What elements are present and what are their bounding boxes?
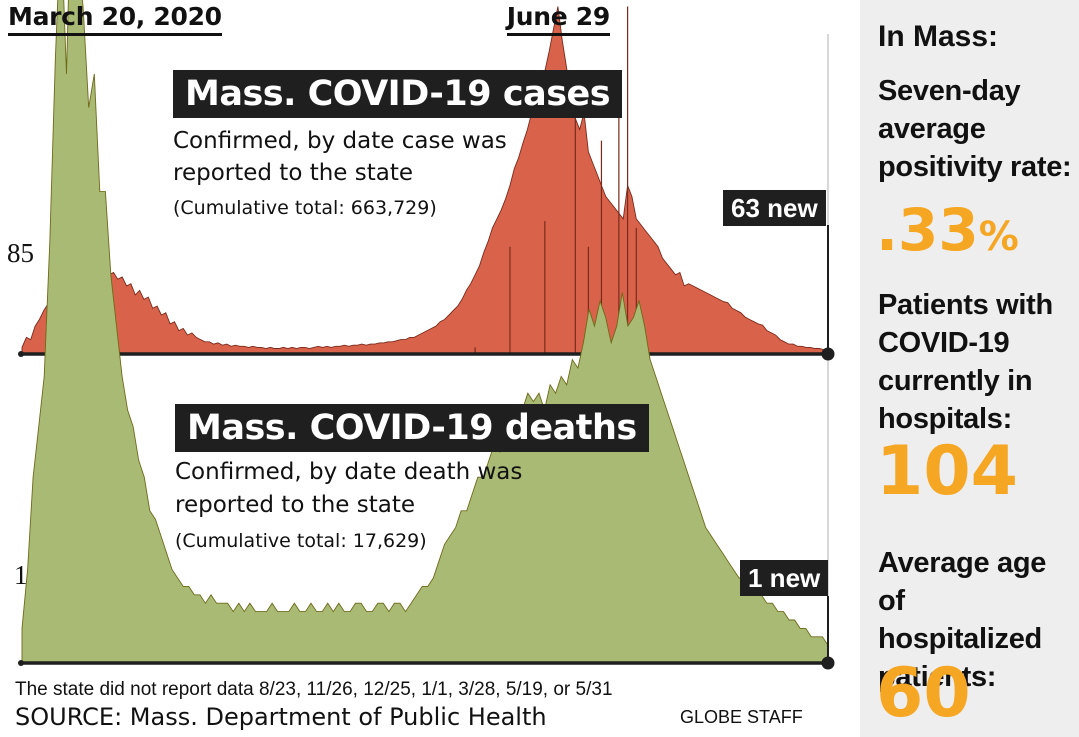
age-label-line3: patients: [878, 661, 997, 693]
chart-area: March 20, 2020 June 29 Mass. COVID-19 ca… [7, 0, 835, 731]
positivity-label-line3: positivity rate: [878, 151, 1072, 183]
deaths-cumulative: (Cumulative total: 17,629) [175, 530, 427, 552]
footnote: The state did not report data 8/23, 11/2… [15, 679, 613, 700]
deaths-area-series [21, 0, 829, 663]
positivity-value: .33% [876, 196, 1019, 264]
cases-chart-title: Mass. COVID-19 cases [173, 70, 623, 118]
positivity-label-line1: Seven-day [878, 75, 1021, 107]
stats-sidebar: In Mass: Seven-day average positivity ra… [860, 0, 1079, 737]
age-label-line2: hospitalized [878, 623, 1042, 655]
hospital-label-line3: currently in [878, 365, 1033, 397]
cases-latest-badge: 63 new [723, 190, 826, 226]
hospital-label-line1: Patients with [878, 289, 1053, 321]
hospital-label-line2: COVID-19 [878, 327, 1010, 359]
deaths-subtitle-line1: Confirmed, by date death was [175, 459, 523, 485]
cases-start-dot [18, 351, 24, 357]
hospital-value: 104 [876, 432, 1018, 511]
deaths-start-dot [18, 660, 24, 666]
age-value: 60 [876, 654, 971, 733]
deaths-chart-title: Mass. COVID-19 deaths [175, 404, 649, 452]
hospital-label-line4: hospitals: [878, 403, 1012, 435]
cases-cumulative: (Cumulative total: 663,729) [173, 197, 437, 219]
positivity-label: Seven-day average positivity rate: [878, 72, 1072, 186]
charts-svg [18, 0, 835, 670]
positivity-number: .33 [876, 196, 979, 264]
start-date-label: March 20, 2020 [8, 2, 222, 36]
hospital-label: Patients with COVID-19 currently in hosp… [878, 286, 1053, 438]
deaths-subtitle-line2: reported to the state [175, 492, 416, 518]
deaths-latest-badge: 1 new [740, 560, 829, 596]
credit: GLOBE STAFF [680, 707, 803, 727]
end-date-label: June 29 [506, 2, 610, 36]
age-label-line1: Average age of [878, 547, 1047, 617]
source-note: SOURCE: Mass. Department of Public Healt… [15, 703, 547, 731]
positivity-unit: % [978, 214, 1019, 260]
cases-subtitle-line2: reported to the state [173, 160, 414, 186]
cases-area-series [21, 6, 829, 354]
positivity-label-line2: average [878, 113, 986, 145]
cases-y-tick-label: 85 [7, 238, 34, 268]
deaths-y-tick-label: 1 [14, 560, 28, 590]
age-label: Average age of hospitalized patients: [878, 544, 1079, 696]
cases-subtitle-line1: Confirmed, by date case was [173, 128, 507, 154]
sidebar-heading: In Mass: [878, 20, 999, 53]
deaths-end-dot [821, 656, 835, 670]
cases-end-dot [821, 347, 835, 361]
